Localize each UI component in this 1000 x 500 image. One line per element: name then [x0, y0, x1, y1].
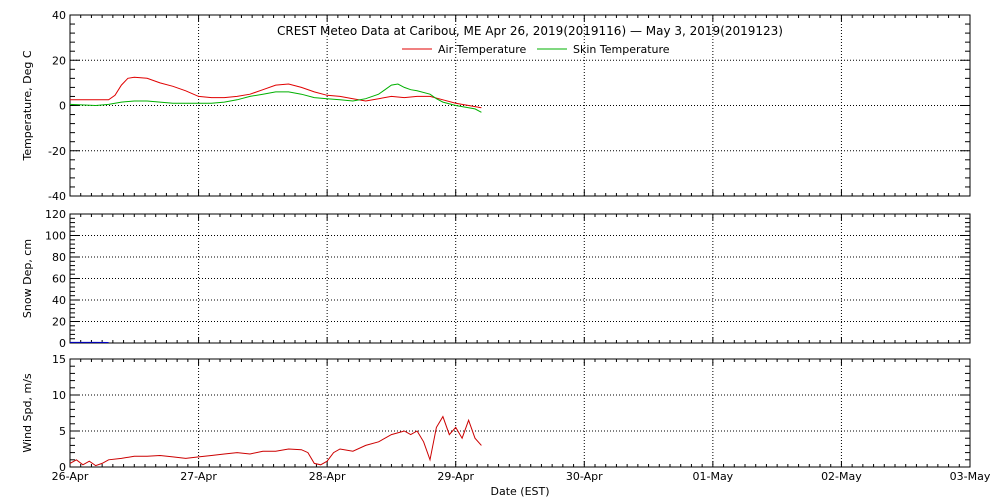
x-tick-label: 30-Apr: [566, 470, 603, 483]
y-axis-label-wind: Wind Spd, m/s: [21, 373, 34, 453]
y-tick-label: 40: [52, 9, 66, 22]
y-tick-label: 100: [45, 230, 66, 243]
y-tick-label: 120: [45, 208, 66, 221]
x-tick-label: 26-Apr: [52, 470, 89, 483]
y-axis-label-snow: Snow Dep, cm: [21, 239, 34, 318]
y-tick-label: 0: [59, 100, 66, 113]
series-line-wind: [69, 415, 482, 467]
x-tick-label: 03-May: [950, 470, 991, 483]
y-tick-label: 20: [52, 316, 66, 329]
y-tick-label: 0: [59, 461, 66, 474]
y-tick-label: 60: [52, 273, 66, 286]
series-line-air: [70, 76, 482, 109]
panel-frame-wind: [69, 358, 971, 468]
chart-title: CREST Meteo Data at Caribou, ME Apr 26, …: [277, 24, 783, 38]
y-tick-label: -40: [48, 190, 66, 203]
x-tick-label: 02-May: [821, 470, 862, 483]
y-tick-label: 80: [52, 251, 66, 264]
series-line-skin: [69, 83, 482, 113]
y-tick-label: 15: [52, 353, 66, 366]
y-tick-label: 10: [52, 389, 66, 402]
y-axis-label-temperature: Temperature, Deg C: [21, 50, 34, 161]
x-tick-label: 28-Apr: [309, 470, 346, 483]
y-tick-label: 5: [59, 425, 66, 438]
x-axis-label: Date (EST): [490, 485, 549, 498]
y-tick-label: 20: [52, 54, 66, 67]
legend-label-skin: Skin Temperature: [573, 43, 670, 56]
y-tick-label: 0: [59, 337, 66, 350]
x-tick-label: 27-Apr: [180, 470, 217, 483]
x-tick-label: 29-Apr: [437, 470, 474, 483]
legend-label-air: Air Temperature: [438, 43, 527, 56]
y-tick-label: -20: [48, 145, 66, 158]
y-tick-label: 40: [52, 294, 66, 307]
x-tick-label: 01-May: [692, 470, 733, 483]
